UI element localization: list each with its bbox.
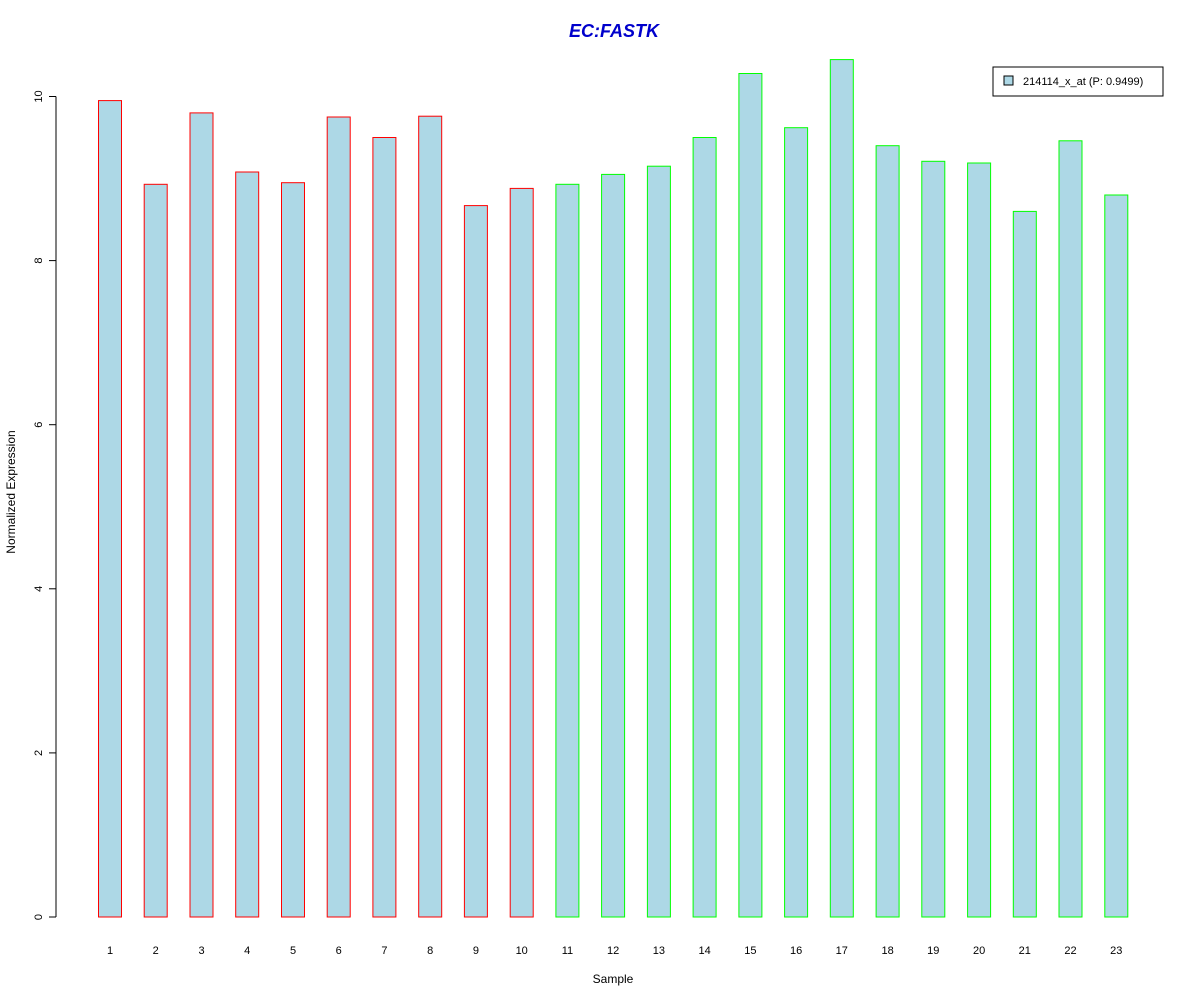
bar-sample-14 bbox=[692, 137, 717, 918]
bar-sample-21 bbox=[1012, 210, 1037, 918]
bar-sample-12 bbox=[601, 173, 626, 918]
y-tick-label: 10 bbox=[33, 90, 45, 102]
bars-group bbox=[98, 59, 1129, 918]
x-tick-label: 10 bbox=[516, 945, 528, 957]
y-tick-label: 0 bbox=[33, 914, 45, 920]
x-tick-label: 13 bbox=[653, 945, 665, 957]
y-axis-label: Normalized Expression bbox=[4, 430, 18, 553]
bar-sample-20 bbox=[967, 162, 992, 918]
x-tick-label: 17 bbox=[836, 945, 848, 957]
y-axis: 0 2 4 6 8 10 bbox=[33, 90, 57, 920]
x-tick-label: 8 bbox=[427, 945, 433, 957]
y-tick-label: 4 bbox=[33, 586, 45, 592]
bar-sample-1 bbox=[98, 100, 122, 918]
x-axis-label: Sample bbox=[593, 972, 634, 986]
bar-sample-10 bbox=[509, 187, 534, 918]
bar-sample-5 bbox=[281, 182, 305, 918]
x-tick-label: 16 bbox=[790, 945, 802, 957]
x-tick-label: 3 bbox=[198, 945, 204, 957]
bar-sample-15 bbox=[738, 73, 763, 918]
legend-box bbox=[992, 66, 1164, 97]
bar-sample-8 bbox=[418, 115, 443, 918]
legend: 214114_x_at (P: 0.9499) bbox=[992, 66, 1164, 97]
x-tick-label: 18 bbox=[881, 945, 893, 957]
bar-sample-4 bbox=[235, 171, 260, 918]
y-tick-label: 2 bbox=[33, 750, 45, 756]
bar-sample-23 bbox=[1104, 194, 1129, 918]
bar-sample-11 bbox=[555, 183, 580, 918]
x-tick-label: 7 bbox=[381, 945, 387, 957]
bar-sample-7 bbox=[372, 137, 397, 918]
bar-sample-19 bbox=[921, 160, 946, 918]
legend-label: 214114_x_at (P: 0.9499) bbox=[1023, 76, 1143, 88]
bar-sample-2 bbox=[143, 183, 168, 918]
x-tick-label: 12 bbox=[607, 945, 619, 957]
bar-sample-13 bbox=[646, 165, 671, 918]
y-tick-label: 6 bbox=[33, 422, 45, 428]
x-tick-label: 14 bbox=[698, 945, 710, 957]
x-tick-label: 6 bbox=[336, 945, 342, 957]
x-tick-label: 20 bbox=[973, 945, 985, 957]
x-axis-ticks: 1 2 3 4 5 6 7 8 9 10 11 12 13 14 15 16 17 18 19 20 21 22 23 bbox=[107, 945, 1122, 957]
x-tick-label: 9 bbox=[473, 945, 479, 957]
x-tick-label: 1 bbox=[107, 945, 113, 957]
y-tick-label: 8 bbox=[33, 258, 45, 264]
x-tick-label: 11 bbox=[562, 945, 573, 957]
x-tick-label: 4 bbox=[244, 945, 250, 957]
bar-sample-6 bbox=[326, 116, 351, 918]
x-tick-label: 22 bbox=[1064, 945, 1076, 957]
bar-sample-22 bbox=[1058, 140, 1083, 918]
x-tick-label: 2 bbox=[153, 945, 159, 957]
bar-sample-16 bbox=[784, 127, 809, 918]
x-tick-label: 5 bbox=[290, 945, 296, 957]
x-tick-label: 15 bbox=[744, 945, 756, 957]
bar-sample-3 bbox=[189, 112, 214, 918]
chart-title: EC:FASTK bbox=[569, 21, 661, 41]
x-tick-label: 23 bbox=[1110, 945, 1122, 957]
legend-swatch bbox=[1003, 75, 1014, 86]
bar-sample-18 bbox=[875, 145, 900, 918]
bar-sample-9 bbox=[463, 205, 488, 918]
bar-sample-17 bbox=[829, 59, 854, 918]
x-tick-label: 19 bbox=[927, 945, 939, 957]
x-tick-label: 21 bbox=[1019, 945, 1031, 957]
